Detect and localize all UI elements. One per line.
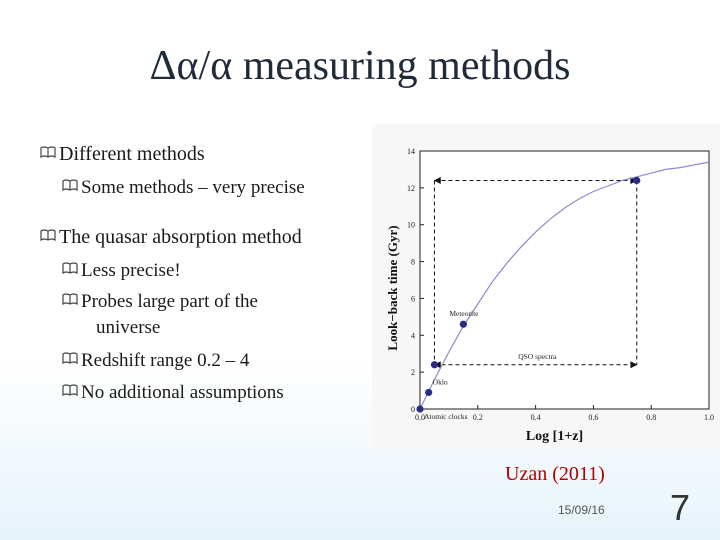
bullet-text: The quasar absorption method [59, 226, 302, 248]
data-point-label: QSO spectra [518, 352, 557, 361]
x-tick-label: 0.4 [531, 413, 541, 422]
book-icon [62, 383, 78, 399]
x-tick-label: 0.8 [646, 413, 656, 422]
bullet-item: No additional assumptions [62, 382, 284, 404]
data-point [430, 361, 439, 369]
book-icon [40, 145, 56, 161]
x-axis-label: Log [1+z] [526, 429, 583, 444]
bullet-continuation: universe [96, 317, 161, 338]
book-icon [62, 351, 78, 367]
data-point [416, 405, 424, 413]
x-tick-label: 0.0 [415, 413, 425, 422]
y-tick-label: 4 [411, 331, 415, 340]
chart-svg: 0 2 4 6 8 10 12 14 0.0 0.2 0.4 0.6 0.8 1.0 Log [1+z] Lo… [385, 147, 714, 444]
bullet-item: Redshift range 0.2 – 4 [62, 350, 249, 372]
data-point [459, 320, 467, 328]
bullet-text: Less precise! [81, 260, 181, 281]
book-icon [62, 178, 78, 194]
y-tick-label: 2 [411, 368, 415, 377]
book-icon [62, 292, 78, 308]
citation-year: 2011 [558, 463, 599, 485]
bullet-item: Probes large part of the [62, 291, 258, 313]
y-tick-label: 0 [411, 405, 415, 414]
y-tick-label: 6 [411, 294, 415, 303]
y-tick-label: 12 [407, 184, 415, 193]
citation: Uzan (2011) [505, 463, 605, 485]
bullet-item: Less precise! [62, 260, 181, 282]
lookback-chart: 0 2 4 6 8 10 12 14 0.0 0.2 0.4 0.6 0.8 1.0 Log [1+z] Lo… [372, 124, 720, 448]
bullet-text: Redshift range 0.2 – 4 [81, 350, 250, 371]
bullet-text: Some methods – very precise [81, 177, 305, 198]
plot-frame [419, 150, 710, 410]
x-tick-label: 1.0 [704, 413, 714, 422]
y-tick-label: 8 [411, 258, 415, 267]
bullet-text: Different methods [59, 143, 205, 165]
data-point [633, 176, 641, 185]
x-tick-label: 0.6 [588, 413, 598, 422]
data-point-label: Atomic clocks [424, 412, 468, 421]
citation-author: Uzan [505, 463, 548, 485]
x-tick-label: 0.2 [473, 413, 483, 422]
book-icon [62, 261, 78, 277]
data-point-label: Oklo [433, 377, 448, 386]
slide-title: Δα/α measuring methods [149, 43, 571, 89]
lookback-curve [419, 161, 710, 410]
bullet-text: No additional assumptions [81, 382, 284, 403]
bullet-item: Some methods – very precise [62, 177, 305, 199]
y-tick-label: 10 [407, 221, 415, 230]
data-point-label: Meteorite [449, 309, 479, 318]
slide-date: 15/09/16 [558, 503, 605, 517]
y-tick-label: 14 [407, 147, 415, 156]
bullet-item: Different methods [40, 143, 205, 166]
bullet-text: Probes large part of the [81, 291, 258, 312]
y-axis-label: Look−back time (Gyr) [385, 225, 400, 350]
data-point [425, 388, 433, 397]
book-icon [40, 228, 56, 244]
slide-number: 7 [670, 487, 691, 528]
bullet-item: The quasar absorption method [40, 226, 302, 249]
